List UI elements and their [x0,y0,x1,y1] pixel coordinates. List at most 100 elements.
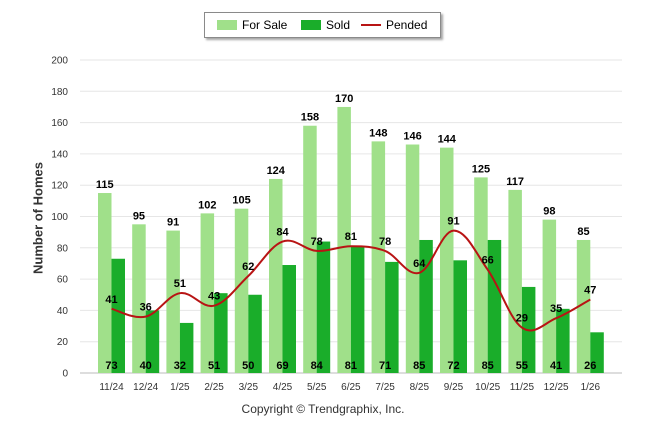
sold-value-label: 40 [140,360,152,372]
sold-bar [145,310,160,373]
y-tick-label: 160 [51,118,68,129]
for-sale-value-label: 85 [577,226,589,238]
for-sale-value-label: 98 [543,206,555,218]
for-sale-bar [166,230,180,373]
y-tick-label: 120 [51,181,68,192]
for-sale-bar [337,106,351,373]
sold-bar [385,261,399,373]
sold-value-label: 26 [584,360,596,372]
for-sale-value-label: 158 [301,112,319,124]
for-sale-value-label: 115 [96,179,114,191]
sold-value-label: 32 [174,360,186,372]
x-axis-ticks: 11/24 12/24 1/25 2/25 3/25 4/25 5/25 6/25 7/25 8/… [99,382,600,393]
x-tick-label: 9/25 [444,382,464,393]
pended-swatch [361,24,381,26]
for-sale-value-label: 102 [198,199,216,211]
y-tick-label: 140 [51,149,68,160]
x-tick-label: 12/24 [133,382,158,393]
sold-value-label: 71 [379,360,391,372]
legend-label-pended: Pended [386,18,428,32]
for-sale-bar [234,208,249,373]
legend-label-sold: Sold [326,18,351,32]
x-tick-label: 12/25 [544,382,569,393]
sold-swatch [301,20,321,30]
sold-bar [556,308,570,373]
for-sale-value-label: 124 [267,165,286,177]
pended-value-label: 81 [345,231,357,243]
for-sale-value-label: 144 [438,134,457,146]
sold-bar [590,332,604,373]
sold-bar [419,239,433,373]
for-sale-bar [440,147,454,373]
copyright-text: Copyright © Trendgraphix, Inc. [241,402,405,416]
x-tick-label: 11/25 [510,382,535,393]
y-tick-label: 20 [57,337,69,348]
y-axis-title: Number of Homes [30,162,46,274]
bars [98,106,604,373]
pended-line [111,229,591,332]
x-tick-label: 3/25 [239,382,259,393]
pended-value-label: 78 [379,236,391,248]
x-tick-label: 1/26 [581,382,601,393]
for-sale-value-label: 91 [167,217,179,229]
for-sale-bar [576,239,591,373]
sold-bar [111,258,125,373]
y-tick-label: 0 [62,369,68,380]
y-tick-label: 100 [51,212,68,223]
sold-value-label: 73 [105,360,117,372]
sold-bar [179,322,194,373]
x-tick-label: 5/25 [307,382,327,393]
sold-value-label: 50 [242,360,254,372]
for-sale-value-label: 170 [335,93,353,105]
pended-series-line [111,229,591,332]
pended-value-label: 78 [311,236,323,248]
for-sale-value-label: 117 [506,176,524,188]
sold-bar [316,241,331,373]
for-sale-bar [371,141,386,373]
pended-value-label: 36 [140,302,152,314]
sold-value-label: 72 [447,360,459,372]
sold-value-label: 85 [482,360,494,372]
for-sale-bar [508,189,522,373]
x-tick-label: 4/25 [273,382,293,393]
pended-value-label: 35 [550,303,562,315]
pended-value-label: 91 [447,216,459,228]
for-sale-swatch [217,20,237,30]
pended-value-label: 51 [174,278,186,290]
for-sale-bar [98,193,112,373]
for-sale-bar [542,219,557,373]
pended-value-label: 43 [208,291,220,303]
for-sale-value-label: 125 [472,163,490,175]
data-labels: 115 73 95 40 91 32 102 51 105 50 124 69 158 84 170 81 14… [96,93,597,372]
sold-bar [248,294,262,373]
x-tick-label: 11/24 [99,382,124,393]
pended-value-label: 66 [482,255,494,267]
y-tick-label: 200 [51,56,68,67]
y-tick-label: 180 [51,87,68,98]
x-tick-label: 10/25 [475,382,500,393]
for-sale-value-label: 105 [232,195,250,207]
for-sale-bar [200,213,215,373]
x-tick-label: 7/25 [375,382,395,393]
sold-value-label: 69 [276,360,288,372]
pended-value-label: 41 [105,294,117,306]
for-sale-value-label: 148 [369,127,387,139]
legend-label-for-sale: For Sale [242,18,288,32]
pended-value-label: 62 [242,261,254,273]
for-sale-value-label: 95 [133,210,145,222]
sold-bar [453,260,467,373]
sold-value-label: 85 [413,360,425,372]
x-tick-label: 1/25 [170,382,190,393]
for-sale-bar [132,224,146,373]
pended-value-label: 84 [276,227,289,239]
y-tick-label: 60 [57,275,69,286]
y-tick-label: 40 [57,306,69,317]
for-sale-bar [269,178,283,373]
sold-value-label: 81 [345,360,357,372]
for-sale-value-label: 146 [403,131,421,143]
y-axis-ticks: 0 20 40 60 80 100 120 140 160 180 200 [51,56,68,380]
x-tick-label: 8/25 [410,382,430,393]
pended-value-label: 64 [413,258,426,270]
sold-value-label: 41 [550,360,562,372]
